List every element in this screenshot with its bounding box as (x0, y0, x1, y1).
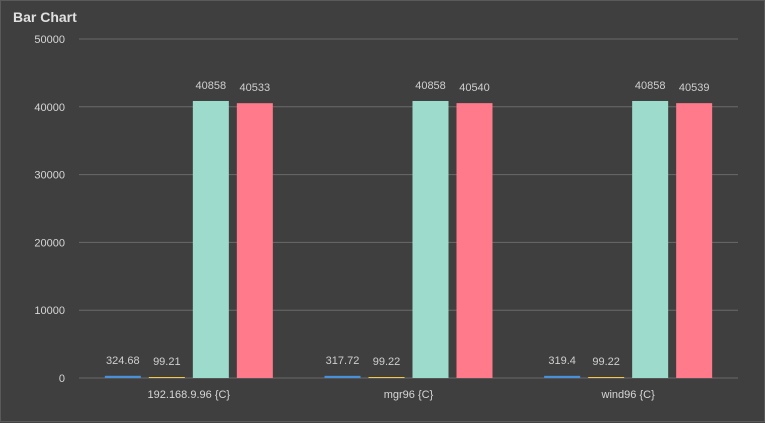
y-tick-label: 30000 (34, 170, 65, 182)
x-category-label: mgr96 {C} (384, 389, 434, 401)
bar-value-label: 40858 (196, 80, 227, 92)
chart-title: Bar Chart (13, 9, 77, 25)
x-axis-categories: 192.168.9.96 {C} mgr96 {C} wind96 {C} (148, 389, 656, 401)
bar-value-label: 40858 (415, 80, 446, 92)
bar[interactable] (324, 375, 361, 378)
bar-value-label: 40540 (459, 82, 490, 94)
bars (104, 100, 713, 379)
data-labels: 324.68 99.21 40858 40533 317.72 99.22 40858 405… (106, 80, 709, 368)
bar[interactable] (148, 377, 185, 378)
bar[interactable] (632, 100, 669, 378)
bar[interactable] (236, 103, 273, 379)
bar[interactable] (412, 100, 449, 378)
bar[interactable] (104, 375, 141, 378)
bar-value-label: 40533 (240, 82, 271, 94)
x-category-label: 192.168.9.96 {C} (148, 389, 231, 401)
bar-value-label: 99.22 (592, 356, 620, 368)
grid-lines (79, 38, 738, 379)
y-tick-label: 0 (59, 373, 65, 385)
bar-value-label: 40858 (635, 80, 666, 92)
y-tick-label: 10000 (34, 305, 65, 317)
y-tick-label: 40000 (34, 102, 65, 114)
bar-value-label: 40539 (679, 82, 710, 94)
bar-value-label: 319.4 (548, 355, 576, 367)
bar[interactable] (588, 377, 625, 378)
x-category-label: wind96 {C} (601, 389, 656, 401)
bar[interactable] (192, 100, 229, 378)
bar-value-label: 317.72 (326, 355, 360, 367)
bar-value-label: 99.21 (153, 356, 181, 368)
y-tick-label: 50000 (34, 34, 65, 46)
bar-value-label: 99.22 (373, 356, 401, 368)
bar[interactable] (368, 377, 405, 378)
bar-value-label: 324.68 (106, 355, 140, 367)
y-tick-label: 20000 (34, 237, 65, 249)
bar[interactable] (676, 103, 713, 379)
bar[interactable] (544, 375, 581, 378)
y-axis-ticks: 0 10000 20000 30000 40000 50000 (34, 34, 65, 385)
bar[interactable] (456, 103, 493, 379)
